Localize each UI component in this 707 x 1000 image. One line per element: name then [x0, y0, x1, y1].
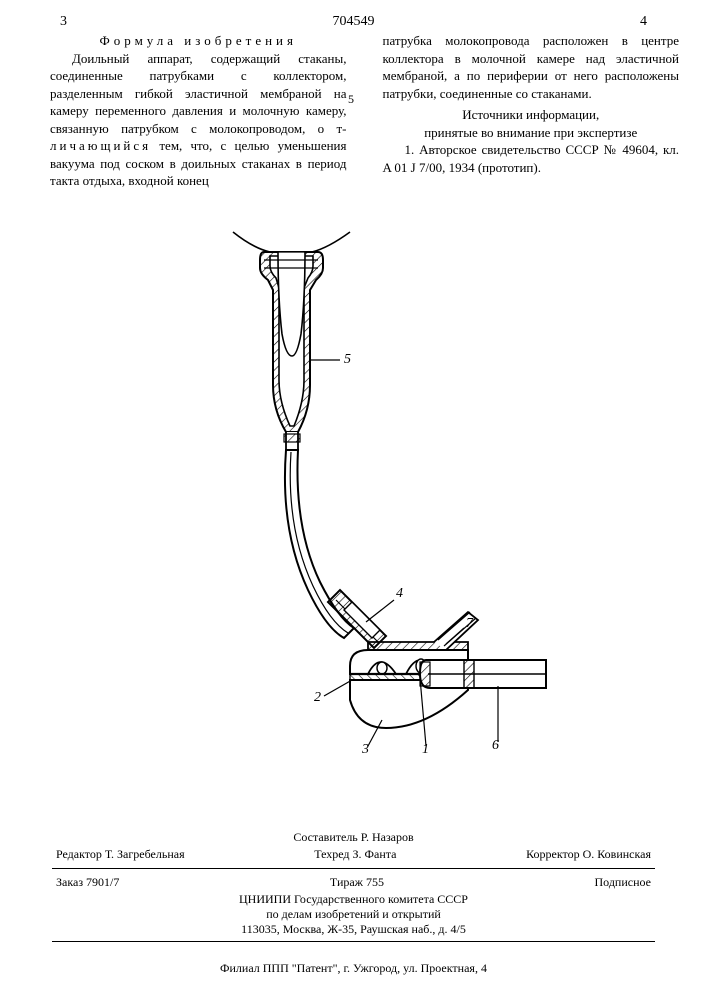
corrector: Корректор О. Ковинская: [526, 847, 651, 862]
left-body-2-spaced: личающийся: [50, 138, 151, 153]
right-col-number: 4: [640, 14, 647, 30]
fig-label-3: 3: [362, 742, 369, 758]
fig-label-7: 7: [466, 616, 473, 632]
left-column: Формула изобретения Доильный аппарат, со…: [50, 32, 347, 190]
fig-label-6: 6: [492, 738, 499, 754]
sostavitel: Составитель Р. Назаров: [52, 830, 655, 845]
left-para: Доильный аппарат, содержащий стаканы, со…: [50, 50, 347, 190]
document-number: 704549: [333, 14, 375, 30]
divider-1: [52, 868, 655, 869]
colophon: Составитель Р. Назаров Редактор Т. Загре…: [0, 830, 707, 946]
podpisnoe: Подписное: [595, 875, 652, 890]
tirazh: Тираж 755: [330, 875, 384, 890]
page-header: 3 704549 4: [0, 0, 707, 30]
org-line-2: по делам изобретений и открытий: [52, 907, 655, 922]
reference-1: 1. Авторское свидетельство СССР № 49604,…: [383, 141, 680, 176]
divider-2: [52, 941, 655, 942]
editor-row: Редактор Т. Загребельная Техред З. Фанта…: [52, 845, 655, 864]
editor: Редактор Т. Загребельная: [56, 847, 185, 862]
line-marker-5: 5: [348, 92, 354, 107]
teat-cup: [233, 232, 350, 450]
tehred: Техред З. Фанта: [314, 847, 396, 862]
org-address: 113035, Москва, Ж-35, Раушская наб., д. …: [52, 922, 655, 937]
right-column: патрубка молокопровода расположен в цент…: [383, 32, 680, 190]
sources-title: Источники информации,: [383, 106, 680, 124]
left-body-1: Доильный аппарат, содержащий стаканы, со…: [50, 51, 347, 136]
org-line-1: ЦНИИПИ Государственного комитета СССР: [52, 892, 655, 907]
body-columns: Формула изобретения Доильный аппарат, со…: [0, 30, 707, 190]
fig-label-1: 1: [422, 742, 429, 758]
print-row: Заказ 7901/7 Тираж 755 Подписное: [52, 873, 655, 892]
zakaz: Заказ 7901/7: [56, 875, 119, 890]
filial-line: Филиал ППП "Патент", г. Ужгород, ул. Про…: [0, 961, 707, 976]
left-col-number: 3: [60, 14, 67, 30]
fig-label-4: 4: [396, 586, 403, 602]
fig-label-2: 2: [314, 690, 321, 706]
formula-title: Формула изобретения: [100, 33, 297, 48]
right-body-1: патрубка молокопровода расположен в цент…: [383, 32, 680, 102]
fig-label-5: 5: [344, 352, 351, 368]
formula-title-wrap: Формула изобретения: [50, 32, 347, 50]
sources-sub: принятые во внимание при экспертизе: [383, 124, 680, 142]
technical-drawing: 5 4 7 2 3 1 6: [168, 230, 548, 760]
